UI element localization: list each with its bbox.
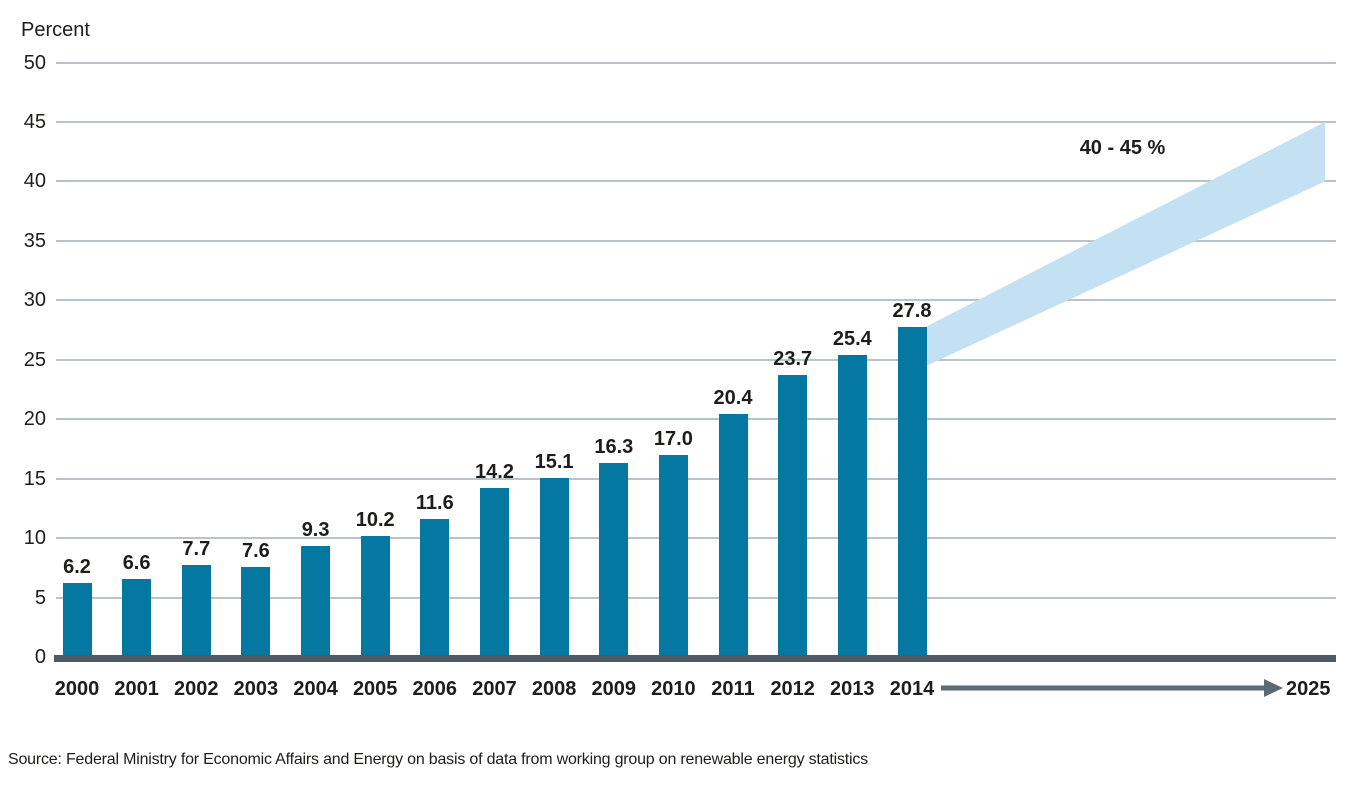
x-axis-label-2013: 2013 bbox=[830, 678, 875, 700]
value-label-2001: 6.6 bbox=[122, 551, 151, 574]
value-label-2005: 10.2 bbox=[355, 508, 395, 531]
y-tick-label-0: 0 bbox=[34, 646, 46, 668]
bar-2000 bbox=[62, 583, 92, 657]
arrow-head-icon bbox=[1264, 679, 1283, 697]
x-axis-label-2014: 2014 bbox=[889, 678, 935, 700]
value-label-2010: 17.0 bbox=[653, 427, 693, 450]
y-tick-label-45: 45 bbox=[23, 110, 46, 133]
x-axis-label-2004: 2004 bbox=[293, 678, 338, 700]
gridline-25 bbox=[56, 358, 1336, 361]
value-label-2009: 16.3 bbox=[594, 436, 634, 459]
projection-band bbox=[926, 121, 1325, 366]
x-axis-label-2001: 2001 bbox=[114, 678, 159, 700]
x-axis-label-2011: 2011 bbox=[711, 678, 755, 700]
y-tick-label-5: 5 bbox=[34, 586, 46, 609]
value-label-2000: 6.2 bbox=[63, 556, 91, 579]
bar-2014 bbox=[897, 326, 927, 657]
y-tick-label-25: 25 bbox=[23, 348, 46, 371]
x-axis-label-2025: 2025 bbox=[1286, 678, 1331, 700]
gridline-50 bbox=[56, 61, 1336, 64]
bar-2001 bbox=[122, 578, 152, 657]
y-tick-label-35: 35 bbox=[23, 229, 46, 252]
x-axis-label-2012: 2012 bbox=[770, 678, 815, 700]
x-axis-label-2002: 2002 bbox=[174, 678, 219, 700]
y-tick-label-10: 10 bbox=[23, 527, 46, 550]
x-axis-label-2000: 2000 bbox=[54, 678, 100, 700]
y-tick-label-30: 30 bbox=[23, 289, 46, 312]
gridline-10 bbox=[56, 537, 1336, 540]
value-label-2007: 14.2 bbox=[475, 461, 514, 484]
x-axis-label-2009: 2009 bbox=[591, 678, 637, 700]
bar-2002 bbox=[181, 565, 211, 657]
x-axis-label-2010: 2010 bbox=[651, 678, 696, 700]
x-axis-label-2008: 2008 bbox=[531, 678, 577, 700]
gridline-30 bbox=[56, 299, 1336, 302]
y-tick-label-15: 15 bbox=[23, 467, 46, 490]
value-label-2012: 23.7 bbox=[773, 348, 813, 371]
gridline-15 bbox=[56, 477, 1336, 480]
x-axis-label-2003: 2003 bbox=[233, 678, 279, 700]
y-axis-title: Percent bbox=[21, 19, 90, 41]
gridline-35 bbox=[56, 239, 1336, 242]
value-label-2004: 9.3 bbox=[301, 519, 330, 542]
gridline-40 bbox=[56, 180, 1336, 183]
bar-2008 bbox=[539, 477, 569, 657]
x-axis-label-2006: 2006 bbox=[412, 678, 458, 700]
gridline-20 bbox=[56, 418, 1336, 421]
value-label-2014: 27.8 bbox=[892, 299, 932, 322]
x-axis-label-2005: 2005 bbox=[352, 678, 398, 700]
value-label-2008: 15.1 bbox=[534, 450, 574, 473]
bar-2005 bbox=[360, 535, 390, 657]
gridline-45 bbox=[56, 120, 1336, 123]
x-axis-baseline bbox=[54, 655, 1336, 662]
bar-2011 bbox=[718, 414, 748, 657]
bar-2013 bbox=[837, 355, 867, 657]
bar-2010 bbox=[658, 454, 688, 657]
bar-2007 bbox=[480, 488, 509, 657]
y-tick-label-40: 40 bbox=[23, 170, 46, 193]
bar-2006 bbox=[420, 519, 450, 657]
x-axis-label-2007: 2007 bbox=[472, 678, 517, 700]
bar-2012 bbox=[778, 375, 808, 657]
value-label-2013: 25.4 bbox=[832, 328, 872, 350]
bar-2004 bbox=[301, 546, 331, 657]
y-tick-label-20: 20 bbox=[23, 408, 46, 431]
value-label-2003: 7.6 bbox=[241, 539, 270, 562]
value-label-2011: 20.4 bbox=[713, 387, 753, 410]
gridline-5 bbox=[56, 596, 1336, 599]
bar-2009 bbox=[599, 463, 629, 657]
source-note: Source: Federal Ministry for Economic Af… bbox=[8, 751, 868, 768]
projection-range-label: 40 - 45 % bbox=[1079, 137, 1166, 159]
y-tick-label-50: 50 bbox=[23, 51, 46, 74]
bar-2003 bbox=[241, 566, 271, 657]
value-label-2006: 11.6 bbox=[415, 492, 454, 515]
value-label-2002: 7.7 bbox=[182, 538, 211, 561]
